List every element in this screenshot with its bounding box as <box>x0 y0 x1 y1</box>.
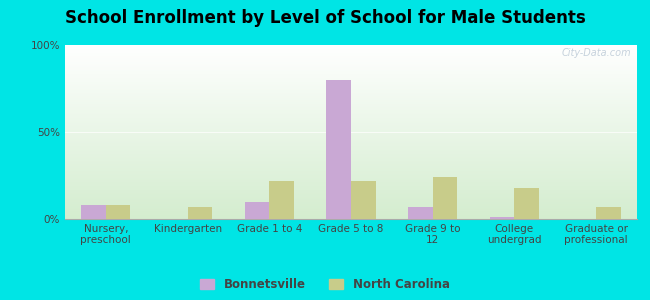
Legend: Bonnetsville, North Carolina: Bonnetsville, North Carolina <box>200 278 450 291</box>
Bar <box>81 205 106 219</box>
Bar <box>433 177 457 219</box>
Bar <box>490 217 514 219</box>
Text: City-Data.com: City-Data.com <box>562 49 631 58</box>
Bar <box>326 80 351 219</box>
Bar <box>106 205 131 219</box>
Bar <box>351 181 376 219</box>
Bar <box>596 207 621 219</box>
Bar <box>269 181 294 219</box>
Bar <box>408 207 433 219</box>
Bar <box>188 207 212 219</box>
Text: School Enrollment by Level of School for Male Students: School Enrollment by Level of School for… <box>64 9 586 27</box>
Bar <box>514 188 539 219</box>
Bar <box>245 202 269 219</box>
